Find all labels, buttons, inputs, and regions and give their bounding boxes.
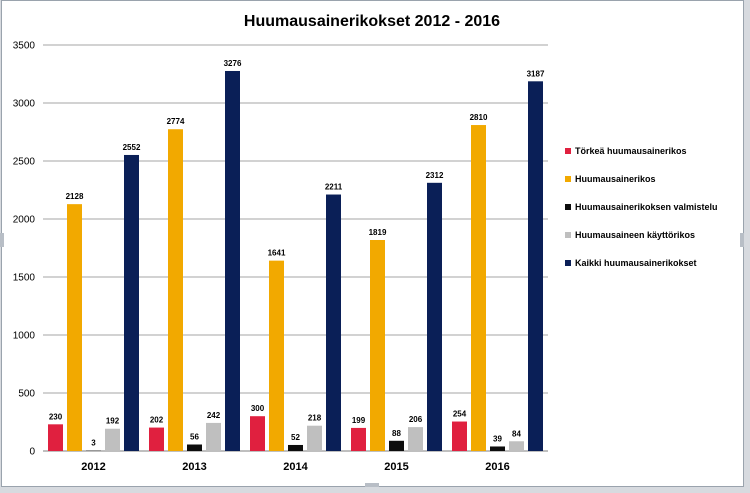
data-label: 2552: [123, 143, 141, 152]
y-tick-label: 2500: [13, 157, 36, 168]
bar: [206, 422, 221, 451]
data-label: 2810: [470, 113, 488, 122]
bar: [307, 425, 322, 451]
bar: [288, 444, 303, 451]
data-label: 3: [91, 439, 96, 448]
legend-label: Törkeä huumausainerikos: [575, 146, 687, 156]
data-label: 202: [150, 416, 164, 425]
y-tick-label: 500: [18, 389, 35, 400]
legend-swatch: [565, 176, 571, 182]
data-label: 2128: [66, 192, 84, 201]
data-label: 230: [49, 412, 63, 421]
resize-handle-left[interactable]: [0, 233, 4, 247]
x-tick-label: 2014: [283, 461, 308, 473]
y-tick-label: 0: [29, 447, 35, 458]
bar: [471, 125, 486, 451]
legend-label: Huumausainerikos: [575, 174, 656, 184]
bar: [528, 81, 543, 452]
bar: [452, 421, 467, 451]
bar: [269, 260, 284, 451]
data-label: 3276: [224, 59, 242, 68]
y-tick-label: 3000: [13, 99, 36, 110]
bar: [427, 182, 442, 452]
x-tick-label: 2015: [384, 461, 408, 473]
data-label: 2774: [167, 117, 185, 126]
data-label: 2312: [426, 171, 444, 180]
bar: [187, 444, 202, 451]
legend-swatch: [565, 148, 571, 154]
data-label: 300: [251, 404, 265, 413]
data-labels: 230 2128 3 192 2552 202 2774 56 242 3276 300 1641 52…: [49, 59, 545, 448]
x-tick-label: 2016: [485, 461, 509, 473]
y-axis: 0 500 1000 1500 2000 2500 3000 3500: [13, 41, 36, 458]
data-label: 39: [493, 434, 502, 443]
legend: Törkeä huumausainerikos Huumausainerikos H…: [565, 146, 718, 268]
legend-label: Kaikki huumausainerikokset: [575, 258, 697, 268]
data-label: 254: [453, 410, 467, 419]
y-tick-label: 1500: [13, 273, 36, 284]
bar: [250, 416, 265, 451]
bar: [48, 424, 63, 451]
x-tick-label: 2013: [182, 461, 206, 473]
bar: [490, 446, 505, 451]
y-tick-label: 3500: [13, 41, 36, 52]
y-tick-label: 1000: [13, 331, 36, 342]
legend-label: Huumausainerikoksen valmistelu: [575, 202, 718, 212]
legend-label: Huumausaineen käyttörikos: [575, 230, 695, 240]
data-label: 242: [207, 411, 221, 420]
data-label: 84: [512, 429, 521, 438]
bar: [408, 427, 423, 451]
data-label: 206: [409, 415, 423, 424]
bar: [389, 440, 404, 451]
resize-handle-right[interactable]: [740, 233, 744, 247]
bar: [326, 194, 341, 452]
bar: [509, 441, 524, 451]
data-label: 218: [308, 414, 322, 423]
data-label: 1819: [369, 228, 387, 237]
bar: [225, 70, 240, 451]
data-label: 52: [291, 433, 300, 442]
bars: [48, 70, 543, 452]
legend-swatch: [565, 204, 571, 210]
bar: [149, 427, 164, 451]
data-label: 192: [106, 417, 120, 426]
data-label: 56: [190, 433, 199, 442]
data-label: 88: [392, 429, 401, 438]
data-label: 1641: [268, 249, 286, 258]
bar: [105, 428, 120, 451]
data-label: 3187: [527, 69, 545, 78]
chart-title: Huumausainerikokset 2012 - 2016: [244, 13, 500, 30]
bar: [370, 239, 385, 451]
bar: [124, 154, 139, 451]
data-label: 199: [352, 416, 366, 425]
bar: [351, 427, 366, 451]
bar: [67, 204, 82, 451]
x-tick-label: 2012: [81, 461, 105, 473]
data-label: 2211: [325, 183, 343, 192]
legend-swatch: [565, 260, 571, 266]
bar: [168, 129, 183, 451]
legend-swatch: [565, 232, 571, 238]
y-tick-label: 2000: [13, 215, 36, 226]
x-axis: 2012 2013 2014 2015 2016: [81, 461, 509, 473]
resize-handle-bottom[interactable]: [365, 483, 379, 487]
